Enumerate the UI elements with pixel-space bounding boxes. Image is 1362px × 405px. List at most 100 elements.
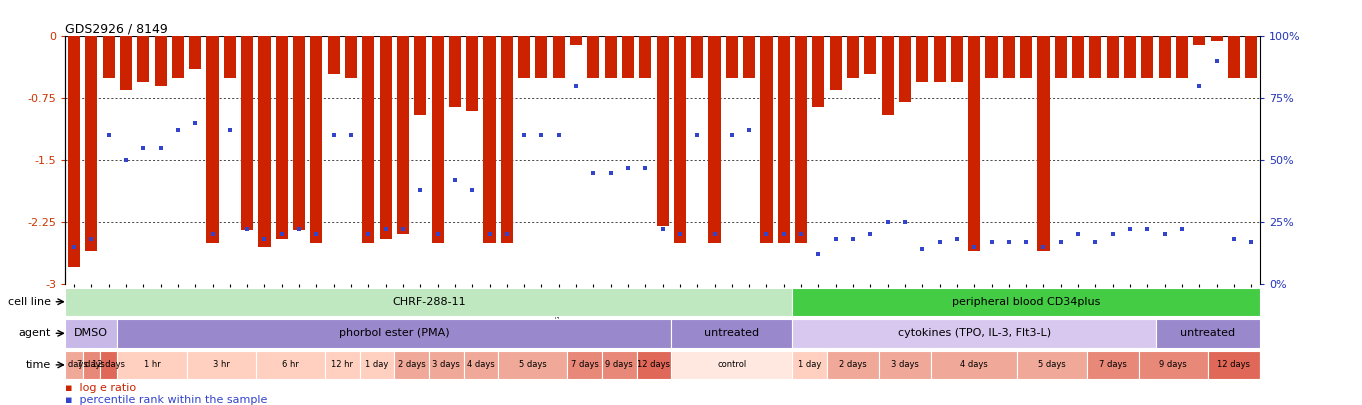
Bar	[553, 36, 565, 78]
Text: 9 days: 9 days	[1159, 360, 1188, 369]
Text: cell line: cell line	[8, 297, 50, 307]
Bar	[951, 36, 963, 82]
Text: phorbol ester (PMA): phorbol ester (PMA)	[339, 328, 449, 338]
Bar	[671, 351, 793, 379]
Text: 12 days: 12 days	[1218, 360, 1250, 369]
Bar	[65, 351, 83, 379]
Bar	[518, 36, 530, 78]
Bar	[99, 351, 117, 379]
Bar	[68, 36, 80, 267]
Bar	[120, 36, 132, 90]
Bar	[602, 351, 636, 379]
Text: 12 hr: 12 hr	[331, 360, 353, 369]
Bar	[827, 351, 878, 379]
Bar	[1107, 36, 1118, 78]
Bar	[1227, 36, 1239, 78]
Bar	[865, 36, 876, 74]
Bar	[432, 36, 444, 243]
Text: 12 days: 12 days	[637, 360, 670, 369]
Bar	[466, 36, 478, 111]
Text: 1 day: 1 day	[798, 360, 821, 369]
Bar	[535, 36, 548, 78]
Bar	[429, 351, 463, 379]
Bar	[605, 36, 617, 78]
Bar	[708, 36, 720, 243]
Bar	[241, 36, 253, 230]
Text: 7 days: 7 days	[571, 360, 599, 369]
Bar	[793, 319, 1156, 347]
Text: 3 days: 3 days	[432, 360, 460, 369]
Bar	[275, 36, 287, 239]
Text: 3 days: 3 days	[891, 360, 919, 369]
Bar	[932, 351, 1017, 379]
Bar	[484, 36, 496, 243]
Bar	[1017, 351, 1087, 379]
Text: 9 days: 9 days	[606, 360, 633, 369]
Bar	[345, 36, 357, 78]
Bar	[968, 36, 981, 251]
Bar	[656, 36, 669, 226]
Text: cytokines (TPO, IL-3, Flt3-L): cytokines (TPO, IL-3, Flt3-L)	[898, 328, 1050, 338]
Text: CHRF-288-11: CHRF-288-11	[392, 297, 466, 307]
Text: 4 days: 4 days	[60, 360, 89, 369]
Text: 1 hr: 1 hr	[143, 360, 161, 369]
Bar	[65, 288, 793, 316]
Bar	[639, 36, 651, 78]
Text: 12 days: 12 days	[93, 360, 125, 369]
Text: control: control	[1314, 360, 1344, 369]
Bar	[223, 36, 236, 78]
Bar	[380, 36, 392, 239]
Text: GDS2926 / 8149: GDS2926 / 8149	[65, 22, 168, 35]
Text: 3 hr: 3 hr	[212, 360, 230, 369]
Bar	[172, 36, 184, 78]
Bar	[691, 36, 703, 78]
Bar	[1156, 319, 1260, 347]
Text: 2 days: 2 days	[839, 360, 866, 369]
Bar	[793, 351, 827, 379]
Bar	[881, 36, 893, 115]
Bar	[1087, 351, 1139, 379]
Bar	[847, 36, 859, 78]
Text: time: time	[26, 360, 50, 370]
Bar	[360, 351, 394, 379]
Bar	[86, 36, 98, 251]
Text: untreated: untreated	[704, 328, 760, 338]
Bar	[187, 351, 256, 379]
Bar	[207, 36, 218, 243]
Bar	[1159, 36, 1171, 78]
Bar	[1072, 36, 1084, 78]
Text: control: control	[718, 360, 746, 369]
Text: untreated: untreated	[1181, 328, 1235, 338]
Bar	[1193, 36, 1205, 45]
Bar	[571, 36, 582, 45]
Bar	[795, 36, 808, 243]
Bar	[899, 36, 911, 102]
Bar	[414, 36, 426, 115]
Bar	[1208, 351, 1260, 379]
Text: 5 days: 5 days	[1038, 360, 1066, 369]
Bar	[83, 351, 99, 379]
Text: peripheral blood CD34plus: peripheral blood CD34plus	[952, 297, 1100, 307]
Text: agent: agent	[19, 328, 50, 338]
Bar	[256, 351, 326, 379]
Text: 7 days: 7 days	[1099, 360, 1126, 369]
Text: 5 days: 5 days	[519, 360, 546, 369]
Bar	[671, 319, 793, 347]
Bar	[587, 36, 599, 78]
Bar	[1175, 36, 1188, 78]
Bar	[138, 36, 150, 82]
Bar	[1054, 36, 1066, 78]
Bar	[501, 36, 513, 243]
Bar	[117, 319, 671, 347]
Bar	[829, 36, 842, 90]
Text: ▪  log e ratio: ▪ log e ratio	[65, 383, 136, 393]
Bar	[463, 351, 498, 379]
Bar	[778, 36, 790, 243]
Bar	[394, 351, 429, 379]
Bar	[878, 351, 932, 379]
Bar	[744, 36, 755, 78]
Text: ▪  percentile rank within the sample: ▪ percentile rank within the sample	[65, 395, 268, 405]
Text: 1 day: 1 day	[365, 360, 388, 369]
Text: 2 days: 2 days	[398, 360, 425, 369]
Bar	[65, 319, 117, 347]
